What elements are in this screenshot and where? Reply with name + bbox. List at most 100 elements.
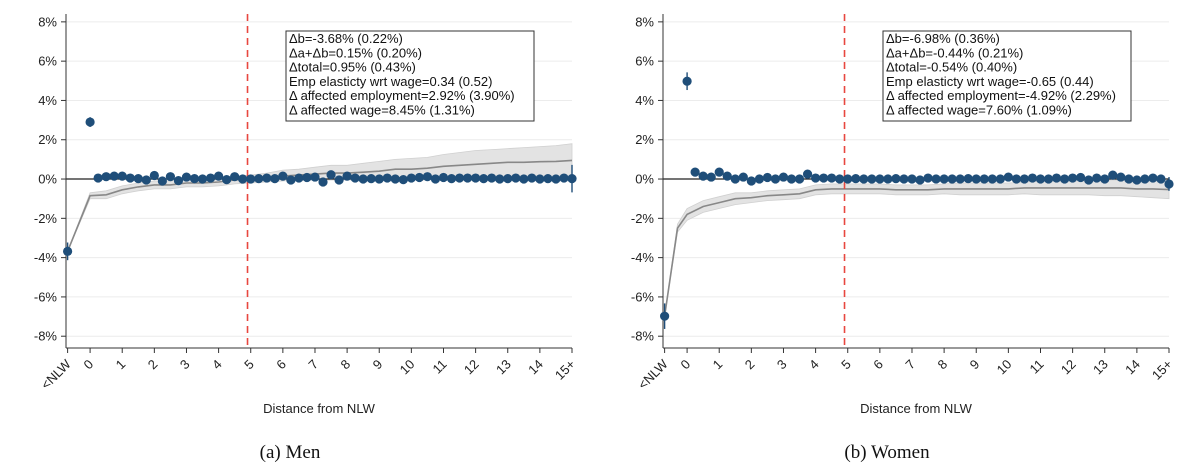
- men-stats-line: Δ affected employment=2.92% (3.90%): [289, 88, 515, 103]
- men-data-point: [101, 172, 111, 182]
- men-data-point: [462, 173, 473, 183]
- women-data-point: [1076, 172, 1086, 183]
- men-data-point: [181, 172, 192, 182]
- men-data-point: [559, 173, 569, 183]
- men-data-point: [93, 173, 103, 183]
- women-data-point: [835, 174, 845, 184]
- women-data-point: [1011, 174, 1021, 184]
- women-data-point: [891, 174, 901, 184]
- women-chart: 8%6%4%2%0%-2%-4%-6%-8%<NLW 0 1 2 3 4 5 6 7 8 9 10 11…: [631, 14, 1175, 416]
- men-data-point: [446, 174, 457, 184]
- women-data-point: [1051, 173, 1062, 183]
- women-data-point: [1019, 174, 1030, 184]
- men-data-point: [189, 174, 200, 184]
- men-chart: 8%6%4%2%0%-2%-4%-6%-8%<NLW 0 1 2 3 4 5 6 7 8 9 10 11…: [34, 14, 578, 416]
- men-data-point: [262, 173, 272, 183]
- women-data-point: [963, 174, 973, 184]
- men-data-point: [109, 171, 119, 181]
- women-data-point: [955, 174, 965, 184]
- women-x-tick-label: 0: [677, 357, 693, 373]
- women-data-point: [1035, 174, 1046, 184]
- men-data-point: [503, 174, 513, 184]
- women-data-point: [827, 173, 837, 183]
- women-stats-line: Δ affected wage=7.60% (1.09%): [886, 103, 1072, 118]
- men-data-point: [294, 173, 304, 183]
- women-data-point: [754, 174, 764, 184]
- women-data-point: [883, 174, 893, 184]
- women-data-point: [971, 174, 981, 184]
- men-x-tick-label: 15+: [552, 357, 578, 383]
- women-data-point: [1140, 174, 1150, 184]
- women-data-point: [660, 311, 670, 321]
- men-y-tick-label: 6%: [38, 54, 57, 69]
- women-data-point: [762, 172, 773, 183]
- men-x-tick-label: 3: [177, 357, 193, 373]
- women-x-tick-label: 7: [902, 357, 918, 373]
- men-data-point: [302, 172, 312, 183]
- men-data-point: [254, 174, 264, 184]
- men-y-tick-label: -4%: [34, 250, 58, 265]
- women-y-tick-label: 0%: [635, 172, 654, 187]
- women-data-point: [1092, 173, 1102, 183]
- men-data-point: [519, 174, 529, 184]
- men-x-tick-label: 4: [209, 357, 225, 373]
- men-stats-line: Δb=-3.68% (0.22%): [289, 31, 403, 46]
- men-chart-panel: 8% 6% 4% 2% 0% -2% -4% -6% -8% <NLW 0 1 2 3 4 5 6 7 8 9 10 11…: [0, 0, 580, 475]
- women-data-point: [899, 174, 909, 184]
- men-data-point: [543, 174, 553, 184]
- men-data-point: [406, 173, 416, 183]
- men-data-point: [205, 173, 216, 183]
- men-data-point: [398, 175, 408, 185]
- women-stats-line: Δtotal=-0.54% (0.40%): [886, 60, 1017, 75]
- women-data-point: [947, 174, 957, 184]
- women-data-point: [698, 171, 708, 181]
- women-data-point: [706, 172, 716, 182]
- women-x-tick-label: 15+: [1149, 357, 1175, 383]
- women-x-tick-label: 8: [935, 357, 951, 373]
- women-data-point: [682, 76, 692, 86]
- men-data-point: [535, 174, 545, 184]
- men-data-point: [454, 173, 465, 183]
- women-x-tick-label: 11: [1026, 357, 1046, 377]
- men-data-point: [414, 172, 424, 183]
- men-data-point: [85, 117, 95, 127]
- men-data-point: [238, 174, 248, 184]
- women-y-tick-label: -6%: [631, 289, 655, 304]
- men-x-axis-title: Distance from NLW: [263, 401, 375, 416]
- men-x-tick-label: 13: [493, 357, 514, 378]
- women-data-point: [738, 172, 748, 182]
- men-data-point: [141, 175, 151, 185]
- men-y-tick-label: -6%: [34, 289, 58, 304]
- men-data-point: [511, 173, 521, 183]
- women-x-tick-label: 10: [994, 357, 1015, 378]
- women-x-tick-label: 9: [967, 357, 983, 373]
- women-data-point: [722, 171, 732, 181]
- men-y-tick-label: 2%: [38, 132, 57, 147]
- women-stats-box: [882, 30, 1132, 122]
- women-data-point: [778, 172, 789, 182]
- men-data-point: [487, 173, 497, 183]
- men-data-point: [551, 174, 561, 184]
- men-data-point: [366, 174, 376, 184]
- men-data-point: [310, 172, 320, 182]
- men-x-tick-label: 11: [429, 357, 449, 377]
- women-y-tick-label: 4%: [635, 93, 654, 108]
- men-data-point: [63, 246, 73, 256]
- men-stats-line: Δtotal=0.95% (0.43%): [289, 60, 416, 75]
- men-x-tick-label: <NLW: [38, 356, 74, 392]
- women-data-point: [851, 174, 861, 184]
- women-data-point: [746, 176, 756, 186]
- men-data-point: [125, 173, 135, 183]
- men-data-point: [197, 174, 208, 184]
- men-data-point: [165, 172, 176, 182]
- men-data-point: [350, 173, 360, 183]
- men-data-point: [157, 176, 167, 186]
- women-data-point: [1068, 173, 1078, 183]
- men-data-point: [117, 171, 127, 181]
- women-data-point: [1100, 174, 1110, 184]
- women-data-point: [714, 167, 724, 177]
- women-data-point: [730, 174, 740, 184]
- men-data-point: [471, 173, 481, 183]
- women-data-point: [843, 174, 853, 184]
- men-data-point: [270, 174, 280, 184]
